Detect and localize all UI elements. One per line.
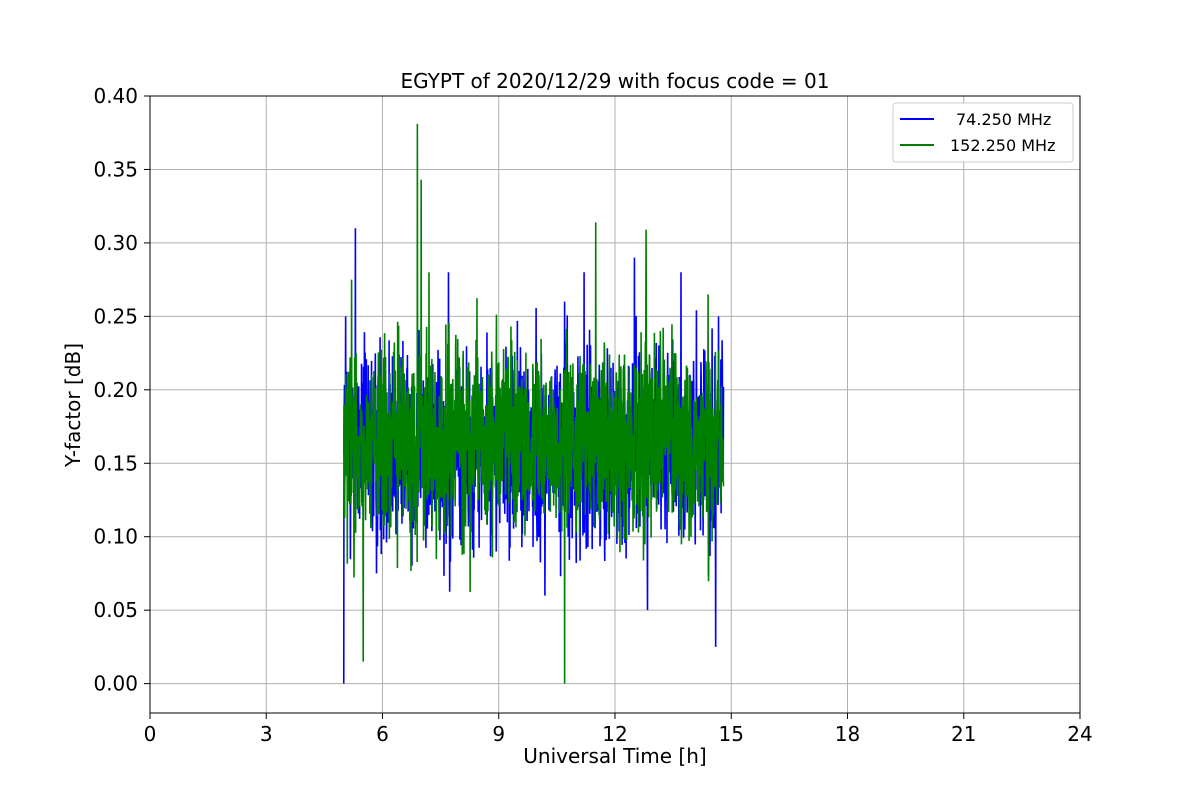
x-tick-label: 3 — [260, 722, 273, 746]
ticks: 0 3 6 9 12 15 18 21 24 0.00 0.05 0.10 0.15 0.20 0.25 0.… — [93, 84, 1092, 746]
x-tick-label: 15 — [719, 722, 744, 746]
plot-area — [342, 123, 725, 684]
legend-label-152mhz: 152.250 MHz — [950, 136, 1055, 155]
y-tick-label: 0.05 — [93, 598, 138, 622]
x-tick-label: 18 — [835, 722, 860, 746]
x-axis-title: Universal Time [h] — [523, 744, 706, 768]
y-tick-label: 0.35 — [93, 157, 138, 181]
legend-label-74mhz: 74.250 MHz — [956, 110, 1051, 129]
x-tick-label: 21 — [951, 722, 976, 746]
x-tick-label: 9 — [492, 722, 505, 746]
chart-title: EGYPT of 2020/12/29 with focus code = 01 — [401, 69, 830, 93]
legend: 74.250 MHz 152.250 MHz — [892, 102, 1074, 163]
x-tick-label: 0 — [144, 722, 157, 746]
y-tick-label: 0.15 — [93, 451, 138, 475]
y-tick-label: 0.25 — [93, 304, 138, 328]
y-tick-label: 0.00 — [93, 672, 138, 696]
series-152mhz — [342, 123, 725, 684]
y-tick-label: 0.30 — [93, 231, 138, 255]
y-tick-label: 0.20 — [93, 378, 138, 402]
y-tick-label: 0.40 — [93, 84, 138, 108]
x-tick-label: 6 — [376, 722, 389, 746]
x-tick-label: 12 — [602, 722, 627, 746]
y-axis-title: Y-factor [dB] — [61, 343, 85, 468]
x-tick-label: 24 — [1067, 722, 1092, 746]
legend-box — [892, 102, 1074, 163]
y-tick-label: 0.10 — [93, 525, 138, 549]
